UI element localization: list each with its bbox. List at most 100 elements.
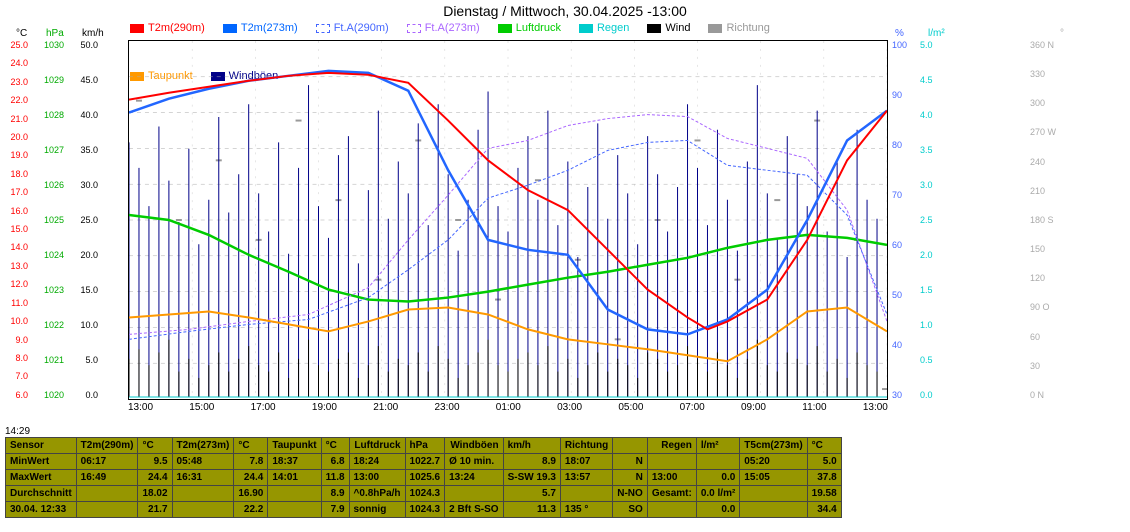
table-cell: 1022.7 xyxy=(405,454,445,470)
table-cell xyxy=(647,502,696,518)
table-cell: 21.7 xyxy=(138,502,172,518)
table-row-label: 30.04. 12:33 xyxy=(6,502,77,518)
table-header: Taupunkt xyxy=(268,438,321,454)
table-cell: 9.5 xyxy=(138,454,172,470)
table-header: hPa xyxy=(405,438,445,454)
table-cell xyxy=(268,486,321,502)
legend-item: Wind xyxy=(647,22,690,34)
table-header: °C xyxy=(138,438,172,454)
table-header: Windböen xyxy=(445,438,503,454)
table-cell: 0.0 xyxy=(696,502,739,518)
table-cell: N xyxy=(613,454,648,470)
table-cell: 22.2 xyxy=(234,502,268,518)
table-header: l/m² xyxy=(696,438,739,454)
legend-swatch xyxy=(407,24,421,33)
table-header: Luftdruck xyxy=(349,438,405,454)
legend-label: Richtung xyxy=(726,22,769,34)
y-axis-temp: 25.024.023.022.021.020.019.018.017.016.0… xyxy=(0,40,28,400)
table-header: °C xyxy=(807,438,841,454)
table-cell: S-SW 19.3 xyxy=(503,470,560,486)
table-header: Regen xyxy=(647,438,696,454)
table-cell: 2 Bft S-SO xyxy=(445,502,503,518)
table-cell: 16:49 xyxy=(76,470,138,486)
legend-item: Ft.A(273m) xyxy=(407,22,480,34)
table-cell: N xyxy=(613,470,648,486)
table-cell: Gesamt: xyxy=(647,486,696,502)
legend-swatch xyxy=(498,24,512,33)
data-table: SensorT2m(290m)°CT2m(273m)°CTaupunkt°CLu… xyxy=(5,437,842,518)
table-cell: 24.4 xyxy=(234,470,268,486)
table-cell: 18:37 xyxy=(268,454,321,470)
table-cell: 5.0 xyxy=(807,454,841,470)
table-header: Richtung xyxy=(560,438,612,454)
legend-item: Richtung xyxy=(708,22,769,34)
axis-unit-deg: ° xyxy=(1060,28,1064,39)
table-cell: 11.8 xyxy=(321,470,349,486)
table-cell xyxy=(76,486,138,502)
y-axis-direction: 360 N330300270 W240210180 S15012090 O603… xyxy=(1030,40,1090,400)
legend-label: Luftdruck xyxy=(516,22,561,34)
table-row-label: MinWert xyxy=(6,454,77,470)
table-cell: ^0.8hPa/h xyxy=(349,486,405,502)
table-cell: 18:24 xyxy=(349,454,405,470)
table-cell: 16:31 xyxy=(172,470,234,486)
table-cell: SO xyxy=(613,502,648,518)
table-cell: 0.0 xyxy=(696,470,739,486)
table-cell: 06:17 xyxy=(76,454,138,470)
table-cell xyxy=(268,502,321,518)
table-cell xyxy=(445,486,503,502)
table-cell: 13:57 xyxy=(560,470,612,486)
table-header: °C xyxy=(321,438,349,454)
y-axis-rain: 5.04.54.03.53.02.52.01.51.00.50.0 xyxy=(920,40,948,400)
table-cell xyxy=(76,502,138,518)
legend-item: Ft.A(290m) xyxy=(316,22,389,34)
table-cell: 18.02 xyxy=(138,486,172,502)
table-cell xyxy=(560,486,612,502)
table-cell: 05:48 xyxy=(172,454,234,470)
legend-swatch xyxy=(579,24,593,33)
table-cell xyxy=(696,454,739,470)
table-cell: 6.8 xyxy=(321,454,349,470)
table-cell: 18:07 xyxy=(560,454,612,470)
axis-unit-hpa: hPa xyxy=(46,28,64,39)
table-cell: 5.7 xyxy=(503,486,560,502)
legend-label: Ft.A(290m) xyxy=(334,22,389,34)
table-cell: 0.0 l/m² xyxy=(696,486,739,502)
legend-item: Regen xyxy=(579,22,629,34)
table-cell xyxy=(172,486,234,502)
table-cell: 8.9 xyxy=(321,486,349,502)
table-header: T5cm(273m) xyxy=(740,438,807,454)
axis-unit-c: °C xyxy=(16,28,27,39)
table-cell: Ø 10 min. xyxy=(445,454,503,470)
table-cell: 34.4 xyxy=(807,502,841,518)
table-header: T2m(290m) xyxy=(76,438,138,454)
table-cell: 37.8 xyxy=(807,470,841,486)
table-cell: 05:20 xyxy=(740,454,807,470)
table-cell: 13:00 xyxy=(647,470,696,486)
table-header: km/h xyxy=(503,438,560,454)
axis-unit-pct: % xyxy=(895,28,904,39)
table-cell xyxy=(740,486,807,502)
legend-swatch xyxy=(708,24,722,33)
table-cell: 1024.3 xyxy=(405,502,445,518)
y-axis-speed: 50.045.040.035.030.025.020.015.010.05.00… xyxy=(70,40,98,400)
legend-swatch xyxy=(130,24,144,33)
legend: T2m(290m)T2m(273m)Ft.A(290m)Ft.A(273m)Lu… xyxy=(130,22,1010,40)
timestamp-label: 14:29 xyxy=(5,426,30,437)
axis-unit-kmh: km/h xyxy=(82,28,104,39)
legend-swatch xyxy=(223,24,237,33)
table-cell: 11.3 xyxy=(503,502,560,518)
table-cell: 14:01 xyxy=(268,470,321,486)
table-cell: 19.58 xyxy=(807,486,841,502)
y-axis-pressure: 1030102910281027102610251024102310221021… xyxy=(34,40,64,400)
table-cell: 16.90 xyxy=(234,486,268,502)
table-cell: 15:05 xyxy=(740,470,807,486)
table-row-label: MaxWert xyxy=(6,470,77,486)
table-cell: sonnig xyxy=(349,502,405,518)
chart-plot xyxy=(128,40,888,400)
table-cell: 135 ° xyxy=(560,502,612,518)
legend-label: T2m(290m) xyxy=(148,22,205,34)
table-cell: 7.8 xyxy=(234,454,268,470)
legend-swatch xyxy=(316,24,330,33)
legend-label: Ft.A(273m) xyxy=(425,22,480,34)
